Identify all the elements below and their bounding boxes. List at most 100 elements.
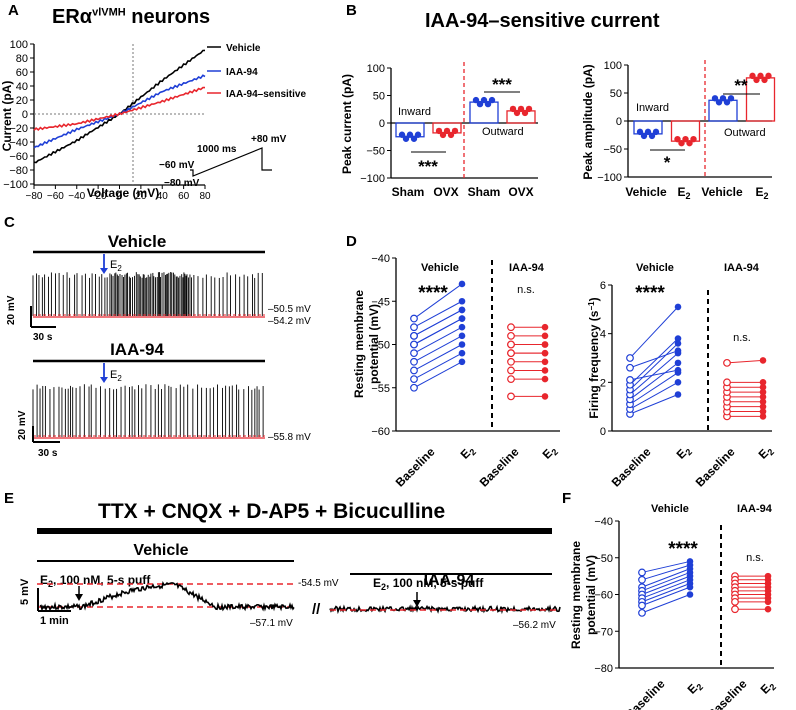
panel-a-ytick: 100 (10, 39, 28, 51)
dr-point-e2 (674, 391, 682, 398)
bl-ytick: 100 (367, 63, 385, 75)
bl-dot (398, 131, 406, 138)
bl-ytick: −100 (360, 173, 385, 185)
dl-point-baseline (507, 366, 515, 375)
br-dot (761, 76, 768, 84)
dr-point-baseline (723, 378, 731, 387)
dr-point-e2 (674, 366, 682, 374)
dr-point-e2 (759, 408, 767, 415)
e-scale-t: 1 min (40, 615, 69, 627)
dr-sig: **** (635, 283, 665, 304)
bl-ylabel: Peak current (pA) (340, 74, 354, 174)
br-ytick: −50 (603, 144, 622, 156)
dr-point-e2 (674, 379, 682, 386)
dl-point-baseline (410, 357, 418, 366)
panel-a-ytick: 20 (16, 95, 28, 107)
c-v3: –55.8 mV (268, 432, 311, 443)
dr-point-e2 (674, 340, 682, 347)
bl-dot (521, 109, 529, 117)
dr-point-e2 (759, 403, 767, 410)
dl-point-e2 (541, 341, 549, 348)
f-xtick-1: Baseline (623, 677, 668, 710)
dr-point-e2 (674, 347, 682, 355)
bl-ytick: 50 (373, 91, 385, 103)
dr-ylabel: Firing frequency (s−1) (587, 297, 601, 418)
panel-a-xtick: −40 (68, 191, 85, 202)
bl-dot (410, 135, 418, 142)
bl-dot (402, 135, 410, 142)
f-point-baseline (731, 597, 739, 606)
bl-xtick-2: OVX (433, 185, 458, 199)
dl-point-baseline (410, 314, 418, 323)
c-vehicle-title: Vehicle (108, 232, 167, 251)
f-point-baseline (638, 601, 646, 610)
dl-ns: n.s. (517, 284, 535, 296)
br-dot (648, 132, 656, 140)
dr-ytick: 0 (600, 426, 606, 438)
bl-inward-label: Inward (398, 106, 431, 118)
e-puff-arrow-icon-2 (413, 600, 421, 607)
dr-ns: n.s. (733, 332, 751, 344)
dl-point-e2 (541, 358, 549, 366)
dr-ytick: 6 (600, 280, 606, 292)
f-point-e2 (764, 605, 772, 613)
c-e2-label-1: E2 (110, 259, 122, 273)
dl-point-baseline (410, 383, 418, 392)
bl-dot (435, 127, 443, 135)
br-dot (682, 135, 689, 143)
dl-point-baseline (507, 349, 515, 358)
e-puff-arrow-icon (75, 594, 83, 601)
bl-ytick: 0 (379, 118, 385, 130)
f-ytick: −40 (594, 516, 613, 528)
dl-point-baseline (410, 366, 418, 375)
panel-f-letter: F (562, 490, 572, 507)
dl-point-e2 (541, 332, 549, 340)
e2-arrow-icon-2 (100, 377, 108, 383)
panel-a-xtick: 40 (157, 191, 169, 202)
panel-d-letter: D (346, 233, 357, 250)
dl-point-e2 (541, 349, 549, 357)
f-ytick: −60 (594, 590, 613, 602)
br-ytick: 0 (616, 116, 622, 128)
panel-a-ytick: 80 (16, 53, 28, 65)
dl-point-baseline (410, 340, 418, 349)
bl-dot (443, 127, 451, 135)
dl-group-vehicle: Vehicle (421, 262, 459, 274)
br-dot (765, 72, 772, 80)
dr-point-e2 (759, 357, 767, 364)
bl-dot (509, 105, 517, 113)
bl-sig-inward: *** (418, 157, 438, 176)
panel-a-xtick: 60 (178, 191, 190, 202)
dl-point-e2 (458, 358, 466, 366)
dl-point-baseline (410, 349, 418, 358)
br-sig-outward: ** (734, 76, 748, 95)
dr-ytick: 2 (600, 377, 606, 389)
panel-a-ytick: −40 (9, 137, 28, 149)
f-group-vehicle: Vehicle (651, 503, 689, 515)
br-dot (727, 95, 735, 102)
c-scale-v: 20 mV (6, 295, 17, 325)
dr-point-e2 (674, 359, 682, 367)
dr-point-e2 (674, 303, 682, 311)
br-dot (723, 99, 731, 106)
dl-point-e2 (541, 375, 549, 383)
e-puff-label-2: E2, 100 nM, 5-s puff (373, 576, 484, 592)
br-dot (711, 95, 719, 102)
dl-point-e2 (458, 315, 466, 322)
panel-a-xtick: 0 (117, 191, 123, 202)
c-v1: –50.5 mV (268, 304, 311, 315)
dl-point-baseline (507, 323, 515, 332)
br-ytick: 100 (604, 60, 622, 72)
protocol-duration: 1000 ms (197, 144, 237, 155)
bl-dot (472, 96, 480, 104)
legend-iaa94: IAA-94 (226, 67, 258, 78)
br-dot (719, 95, 727, 102)
e-v1: -54.5 mV (298, 578, 339, 589)
legend-iaa94-sensitive: IAA-94–sensitive (226, 89, 306, 100)
br-dot (678, 139, 685, 147)
c-scale-t: 30 s (33, 332, 53, 343)
br-ylabel: Peak amplitude (pA) (581, 64, 595, 179)
br-sig-inward: * (664, 153, 671, 172)
f-xtick-4: E2 (758, 678, 779, 699)
bl-dot (414, 131, 422, 138)
